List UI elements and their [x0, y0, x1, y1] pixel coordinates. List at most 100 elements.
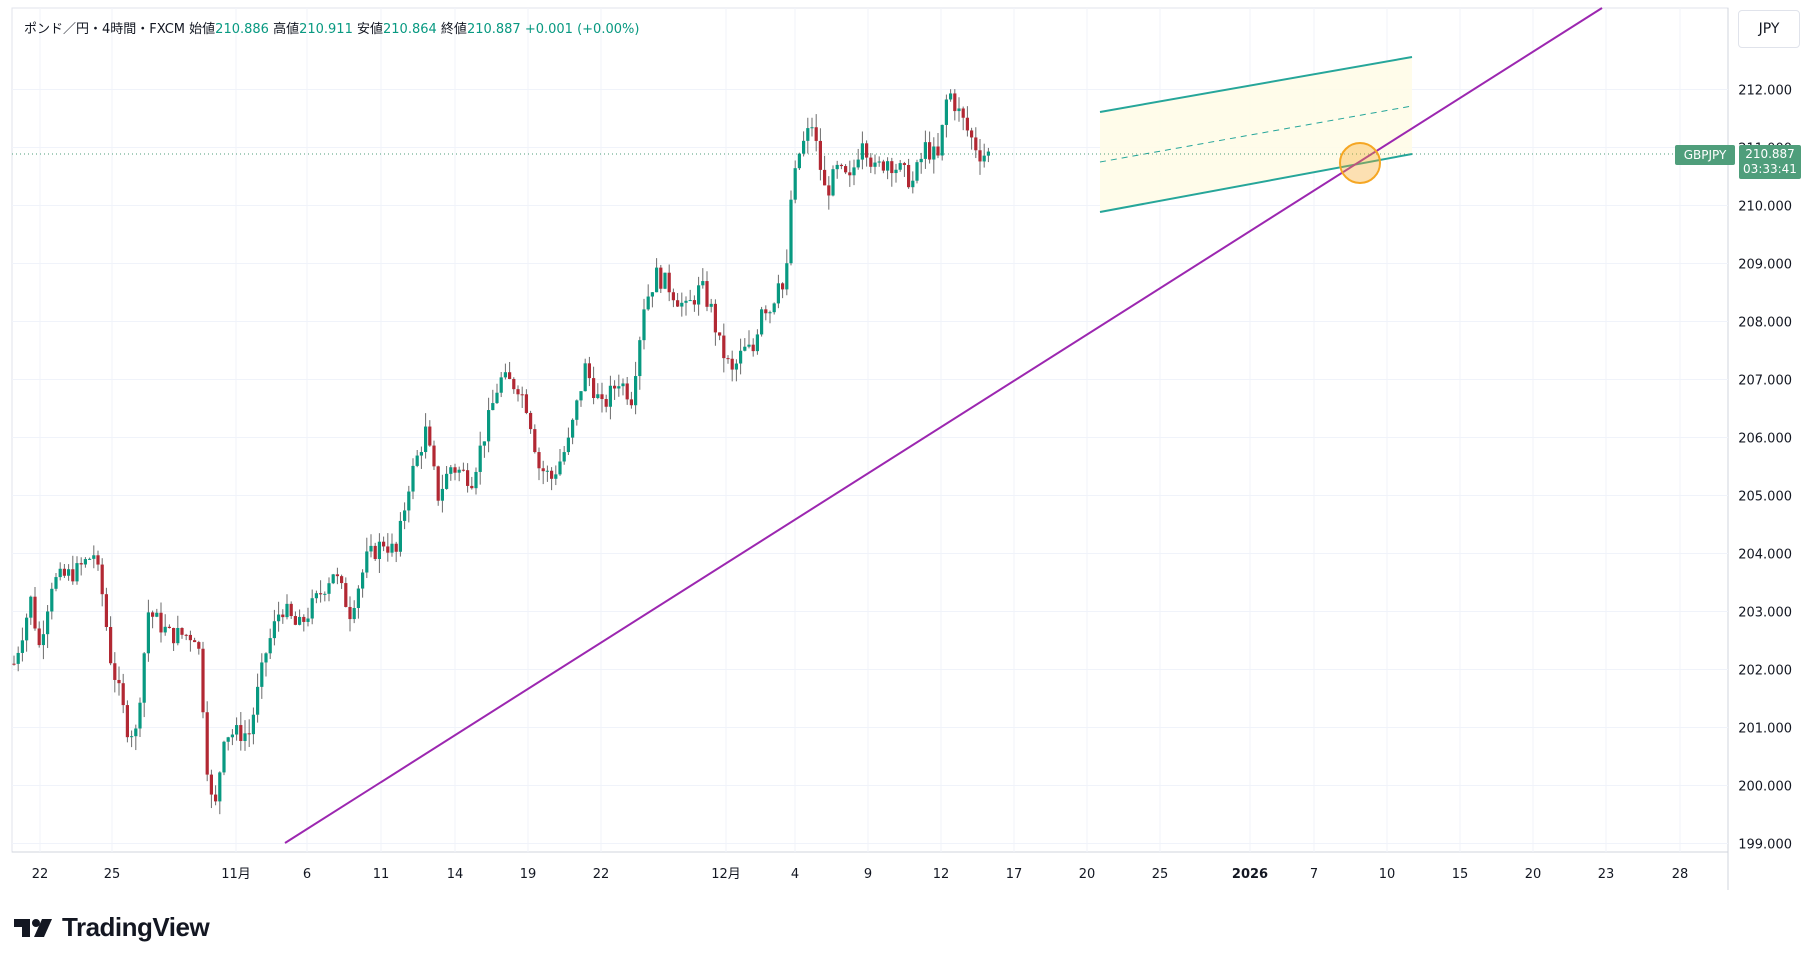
candle — [495, 383, 499, 404]
low-value: 210.864 — [383, 22, 437, 37]
candle-body — [852, 167, 856, 176]
candle — [193, 637, 197, 643]
candle — [579, 391, 583, 407]
candle-body — [113, 663, 117, 680]
candle-body — [650, 292, 654, 297]
candle-body — [583, 363, 587, 392]
candle — [713, 299, 717, 346]
candle-body — [848, 172, 852, 176]
candle-body — [50, 588, 54, 612]
candle-body — [121, 683, 125, 706]
candle-body — [298, 616, 302, 625]
candle — [445, 466, 449, 490]
candle-body — [214, 794, 218, 802]
candle-body — [151, 612, 155, 617]
candle — [184, 633, 188, 641]
tradingview-logo-icon — [14, 918, 52, 937]
candle-body — [172, 627, 176, 644]
candle — [860, 131, 864, 170]
candle-body — [902, 163, 906, 165]
candle-body — [155, 612, 159, 617]
candle-body — [109, 627, 113, 664]
candle — [369, 534, 373, 558]
candle — [760, 306, 764, 337]
candle-body — [415, 455, 419, 466]
candle-body — [251, 714, 255, 735]
candle-body — [394, 543, 398, 552]
candle — [600, 382, 604, 413]
candle-body — [970, 130, 974, 138]
candle — [974, 127, 978, 159]
candle-body — [566, 437, 570, 453]
candle — [638, 336, 642, 390]
candle — [188, 630, 192, 652]
candle-body — [613, 385, 617, 389]
candle-body — [982, 155, 986, 162]
candle — [936, 133, 940, 159]
candle-body — [545, 470, 549, 472]
candle-body — [138, 702, 142, 729]
candle-body — [12, 663, 16, 665]
candle-body — [79, 563, 83, 565]
candle — [256, 673, 260, 723]
candle — [604, 394, 608, 413]
candle — [314, 590, 318, 604]
candle — [415, 449, 419, 468]
candle — [201, 641, 205, 719]
candle-body — [541, 468, 545, 472]
candle — [109, 616, 113, 666]
candle-body — [310, 598, 314, 619]
candle — [957, 97, 961, 122]
candle — [726, 355, 730, 364]
candle — [856, 148, 860, 170]
candle-body — [965, 117, 969, 131]
candle-body — [621, 383, 625, 387]
candle — [650, 292, 654, 308]
candle-body — [293, 616, 297, 625]
currency-button[interactable]: JPY — [1738, 10, 1800, 48]
candle — [839, 163, 843, 170]
y-tick-label: 203.000 — [1738, 606, 1792, 621]
candle — [986, 147, 990, 163]
candle — [96, 550, 100, 571]
candle — [172, 627, 176, 651]
candle — [524, 389, 528, 415]
candle — [797, 152, 801, 170]
candle-body — [726, 358, 730, 360]
candle-body — [781, 283, 785, 290]
candle — [260, 653, 264, 699]
candle-body — [646, 296, 650, 310]
candle-body — [827, 185, 831, 196]
candle — [810, 117, 814, 137]
candle — [46, 605, 50, 649]
candle-body — [167, 626, 171, 628]
candle-body — [684, 300, 688, 303]
channel-upper-line — [1099, 56, 1413, 113]
candle-body — [377, 541, 381, 560]
candle-body — [751, 344, 755, 352]
candle-body — [445, 473, 449, 489]
candle-body — [776, 283, 780, 304]
x-tick-label: 25 — [1152, 867, 1169, 882]
x-tick-label: 4 — [791, 867, 799, 882]
candle-body — [125, 705, 129, 738]
candle — [264, 652, 268, 677]
candle-body — [348, 606, 352, 620]
candle — [142, 651, 146, 718]
candle — [781, 282, 785, 299]
trendline — [12, 7, 1728, 844]
candle — [520, 386, 524, 408]
candle — [62, 563, 66, 578]
candles — [12, 89, 990, 815]
candle-body — [793, 168, 797, 200]
candle-body — [936, 146, 940, 156]
candle — [100, 558, 104, 607]
candle — [869, 153, 873, 174]
candle — [440, 474, 444, 513]
tradingview-logo[interactable]: TradingView — [14, 912, 210, 943]
candle — [54, 573, 58, 592]
candle — [512, 377, 516, 394]
candle-body — [898, 163, 902, 170]
candle — [163, 614, 167, 636]
